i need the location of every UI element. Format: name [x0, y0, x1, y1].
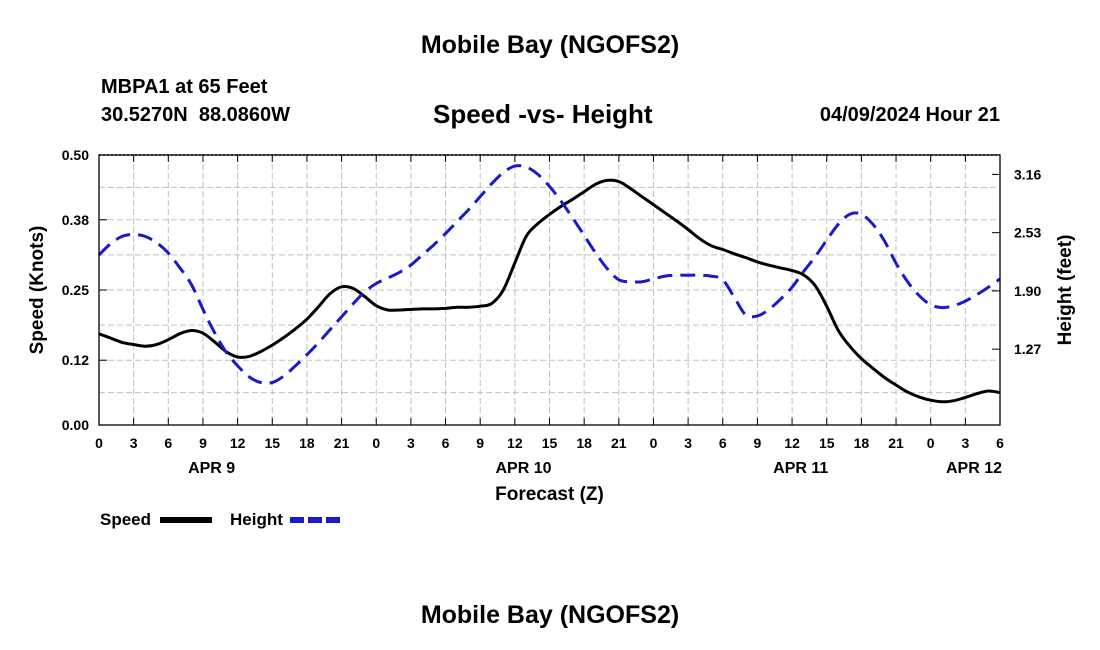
y-axis-title-left: Speed (Knots) [27, 226, 48, 355]
x-tick-label: 12 [230, 435, 246, 451]
x-tick-label: 0 [95, 435, 103, 451]
chart-title: Mobile Bay (NGOFS2) [420, 31, 680, 59]
footer-title: Mobile Bay (NGOFS2) [420, 601, 680, 629]
x-tick-label: 3 [684, 435, 692, 451]
x-day-label: APR 11 [773, 460, 828, 477]
x-tick-label: 12 [784, 435, 800, 451]
y-right-tick-label: 3.16 [1014, 166, 1041, 182]
series-line-height [97, 164, 1001, 385]
x-tick-label: 12 [507, 435, 523, 451]
x-tick-label: 9 [476, 435, 484, 451]
y-tick-label: 0.00 [62, 417, 89, 433]
x-tick-label: 9 [199, 435, 207, 451]
x-tick-label: 15 [264, 435, 280, 451]
y-tick-label: 0.38 [62, 212, 89, 228]
chart-subtitle: Speed -vs- Height [433, 99, 653, 129]
y-tick-label: 0.25 [62, 282, 89, 298]
x-tick-label: 6 [164, 435, 172, 451]
station-name: MBPA1 at 65 Feet [101, 76, 268, 98]
x-tick-label: 3 [130, 435, 138, 451]
y-tick-label: 0.50 [62, 147, 89, 163]
y-tick-label: 0.12 [62, 352, 89, 368]
x-tick-label: 3 [961, 435, 969, 451]
x-tick-label: 0 [650, 435, 658, 451]
x-tick-label: 0 [372, 435, 380, 451]
x-tick-label: 6 [996, 435, 1004, 451]
x-tick-label: 6 [442, 435, 450, 451]
x-tick-label: 18 [299, 435, 315, 451]
y-right-tick-label: 2.53 [1014, 225, 1041, 241]
x-tick-label: 6 [719, 435, 727, 451]
x-tick-label: 0 [927, 435, 935, 451]
x-tick-label: 21 [611, 435, 627, 451]
y-right-tick-label: 1.90 [1014, 283, 1041, 299]
x-tick-label: 21 [888, 435, 904, 451]
x-tick-label: 18 [576, 435, 592, 451]
x-tick-label: 3 [407, 435, 415, 451]
x-day-label: APR 12 [946, 460, 1002, 477]
station-coordinates: 30.5270N 88.0860W [101, 104, 291, 126]
plot-frame [98, 154, 1001, 426]
legend-label-speed: Speed [100, 510, 151, 529]
x-day-label: APR 9 [188, 460, 235, 477]
x-tick-label: 15 [819, 435, 835, 451]
x-day-label: APR 10 [495, 460, 551, 477]
x-tick-label: 21 [334, 435, 350, 451]
y-axis-title-right: Height (feet) [1055, 235, 1076, 346]
x-tick-label: 15 [542, 435, 558, 451]
forecast-datetime: 04/09/2024 Hour 21 [819, 104, 1000, 126]
legend-label-height: Height [230, 510, 283, 529]
series-line-speed [98, 178, 1001, 404]
y-right-tick-label: 1.27 [1014, 341, 1041, 357]
x-tick-label: 18 [854, 435, 870, 451]
x-tick-label: 9 [754, 435, 762, 451]
x-axis-title: Forecast (Z) [495, 484, 604, 505]
